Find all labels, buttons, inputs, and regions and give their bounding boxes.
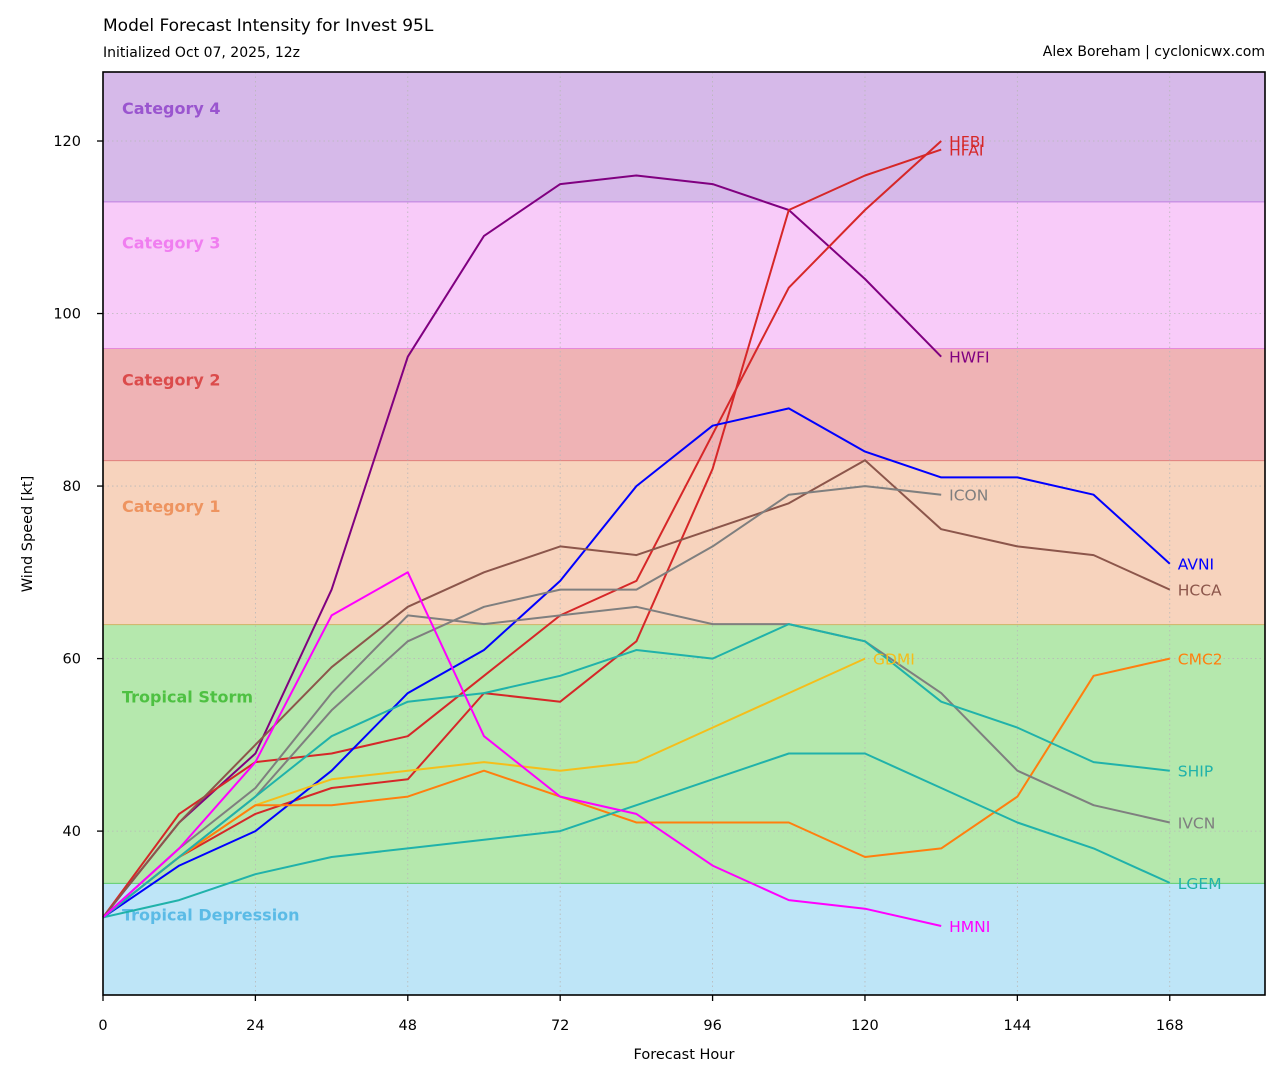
x-tick-label: 120 <box>851 1018 879 1034</box>
x-tick-label: 0 <box>98 1018 107 1034</box>
band-tropical-storm <box>103 624 1265 883</box>
x-axis-label: Forecast Hour <box>634 1047 735 1063</box>
band-label-category-3: Category 3 <box>122 233 221 252</box>
y-axis-label: Wind Speed [kt] <box>20 476 36 593</box>
model-series <box>102 140 1171 927</box>
series-label-hwfi: HWFI <box>949 349 989 367</box>
band-category-2 <box>103 348 1265 461</box>
band-category-1 <box>103 460 1265 625</box>
series-label-hfai: HFAI <box>949 142 983 160</box>
series-label-ship: SHIP <box>1178 763 1213 781</box>
x-tick-label: 168 <box>1156 1018 1184 1034</box>
series-hfai <box>102 148 942 919</box>
series-label-cmc2: CMC2 <box>1178 651 1223 669</box>
series-lgem <box>102 752 1171 919</box>
axes: 0 24 48 72 96 120 144 168 40 60 80 100 120 <box>53 71 1266 1034</box>
band-label-tropical-depression: Tropical Depression <box>122 905 300 924</box>
x-tick-label: 96 <box>703 1018 721 1034</box>
chart-credit: Alex Boreham | cyclonicwx.com <box>1042 44 1265 60</box>
series-label-hfbi: HFBI <box>949 133 985 151</box>
band-label-category-4: Category 4 <box>122 99 221 118</box>
band-tropical-depression <box>103 882 1265 995</box>
chart-subtitle: Initialized Oct 07, 2025, 12z <box>103 45 300 61</box>
series-label-hcca: HCCA <box>1178 582 1222 600</box>
series-avni <box>102 407 1171 919</box>
y-tick-label: 80 <box>63 479 81 495</box>
band-label-category-1: Category 1 <box>122 497 221 516</box>
series-ivcn <box>102 605 1171 919</box>
series-label-hmni: HMNI <box>949 918 990 936</box>
series-cmc2 <box>102 657 1171 919</box>
x-tick-label: 48 <box>399 1018 417 1034</box>
x-tick-label: 72 <box>551 1018 569 1034</box>
series-label-ivcn: IVCN <box>1178 814 1216 832</box>
y-tick-label: 40 <box>63 824 81 840</box>
series-ship <box>102 623 1170 919</box>
band-category-4 <box>103 72 1265 202</box>
series-label-gdmi: GDMI <box>873 651 915 669</box>
plot-frame <box>102 71 1266 996</box>
y-tick-label: 60 <box>63 652 81 668</box>
y-tick-label: 100 <box>53 307 81 323</box>
series-hmni <box>102 571 942 927</box>
band-label-tropical-storm: Tropical Storm <box>122 688 253 707</box>
series-hfbi <box>102 140 942 918</box>
intensity-bands <box>103 72 1265 995</box>
series-label-icon: ICON <box>949 487 988 505</box>
series-hwfi <box>102 174 942 919</box>
band-label-category-2: Category 2 <box>122 370 221 389</box>
x-tick-label: 24 <box>246 1018 264 1034</box>
chart-title: Model Forecast Intensity for Invest 95L <box>103 16 434 36</box>
x-tick-label: 144 <box>1004 1018 1032 1034</box>
series-label-lgem: LGEM <box>1178 875 1222 893</box>
series-label-avni: AVNI <box>1178 556 1214 574</box>
band-category-3 <box>103 201 1265 349</box>
band-labels: Tropical Depression Tropical Storm Categor… <box>122 99 300 924</box>
y-tick-label: 120 <box>53 134 81 150</box>
series-hcca <box>102 459 1171 919</box>
